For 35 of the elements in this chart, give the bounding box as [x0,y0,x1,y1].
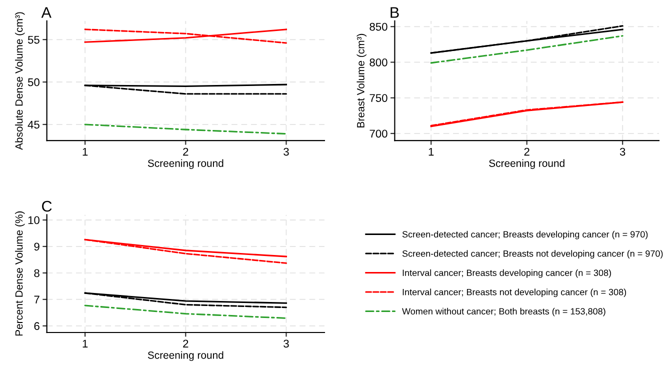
x-tick-label: 1 [82,148,88,156]
legend-label: Interval cancer; Breasts developing cancer (n = 308) [402,269,611,278]
chart-title: B [390,7,399,18]
x-tick-label: 3 [284,148,289,156]
x-tick-label: 2 [524,148,530,156]
y-tick-label: 9 [34,242,40,251]
y-axis-title: Breast Volume (cm³) [356,34,366,128]
y-tick-label: 55 [28,36,40,44]
y-tick-label: 850 [370,22,388,31]
y-tick-label: 8 [34,269,40,278]
y-tick-label: 750 [370,94,388,102]
chart-title: A [41,7,52,18]
y-axis-title: Absolute Dense Volume (cm³) [15,12,25,150]
y-tick-label: 7 [34,296,40,304]
x-tick-label: 3 [284,340,289,348]
legend-label: Women without cancer; Both breasts (n = 153,808) [402,308,606,316]
x-axis-title: Screening round [148,159,224,169]
x-tick-label: 2 [183,340,188,348]
chart-title: C [42,200,52,212]
y-tick-label: 10 [28,216,40,224]
y-tick-label: 6 [34,322,40,330]
legend-label: Screen-detected cancer; Breasts developing cancer (n = 970) [402,230,648,240]
y-tick-label: 800 [370,58,388,66]
x-tick-label: 1 [428,148,434,156]
legend-label: Screen-detected cancer; Breasts not developing cancer (n = 970) [402,250,663,259]
y-tick-label: 50 [28,78,40,86]
y-axis-title: Percent Dense Volume (%) [15,211,25,336]
x-tick-label: 3 [620,148,626,156]
y-tick-label: 700 [370,130,388,138]
x-tick-label: 2 [183,148,188,156]
x-tick-label: 1 [82,340,88,348]
legend-label: Interval cancer; Breasts not developing cancer (n = 308) [402,288,626,298]
x-axis-title: Screening round [489,159,564,169]
x-axis-title: Screening round [148,351,224,361]
y-tick-label: 45 [28,120,40,129]
